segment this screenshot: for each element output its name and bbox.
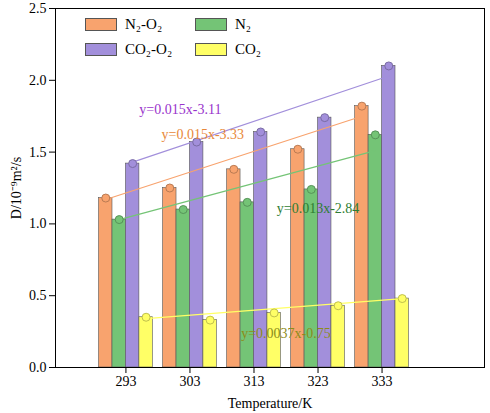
html-text:CO₂-O₂: CO₂-O₂ [125, 41, 173, 57]
svg-text:y=0.015x-3.11: y=0.015x-3.11 [139, 102, 221, 117]
svg-text:333: 333 [372, 374, 393, 389]
html-text:N₂: N₂ [235, 16, 252, 32]
svg-text:323: 323 [308, 374, 329, 389]
svg-text:1.0: 1.0 [29, 216, 47, 231]
svg-text:y=0.015x-3.33: y=0.015x-3.33 [161, 127, 244, 142]
html-text:CO₂: CO₂ [235, 41, 262, 57]
svg-text:303: 303 [179, 374, 200, 389]
svg-text:2.5: 2.5 [29, 1, 47, 16]
svg-text:1.5: 1.5 [29, 145, 47, 160]
svg-text:y=0.0037x-0.75: y=0.0037x-0.75 [241, 326, 331, 341]
svg-text:y=0.013x-2.84: y=0.013x-2.84 [277, 201, 360, 216]
svg-text:0.0: 0.0 [29, 360, 47, 375]
svg-text:Temperature/K: Temperature/K [228, 396, 313, 411]
svg-text:293: 293 [115, 374, 136, 389]
svg-text:313: 313 [243, 374, 264, 389]
html-text:N₂-O₂: N₂-O₂ [125, 16, 163, 32]
svg-text:2.0: 2.0 [29, 73, 47, 88]
svg-text:0.5: 0.5 [29, 288, 47, 303]
svg-text:D/10⁻⁹m²/s: D/10⁻⁹m²/s [9, 157, 24, 219]
